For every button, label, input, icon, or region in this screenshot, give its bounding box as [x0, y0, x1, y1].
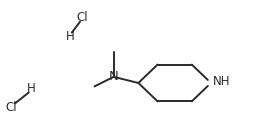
Text: NH: NH: [213, 75, 230, 88]
Text: H: H: [27, 82, 36, 95]
Text: H: H: [65, 30, 74, 43]
Text: N: N: [109, 70, 119, 83]
Text: Cl: Cl: [76, 11, 88, 24]
Text: Cl: Cl: [5, 101, 17, 114]
